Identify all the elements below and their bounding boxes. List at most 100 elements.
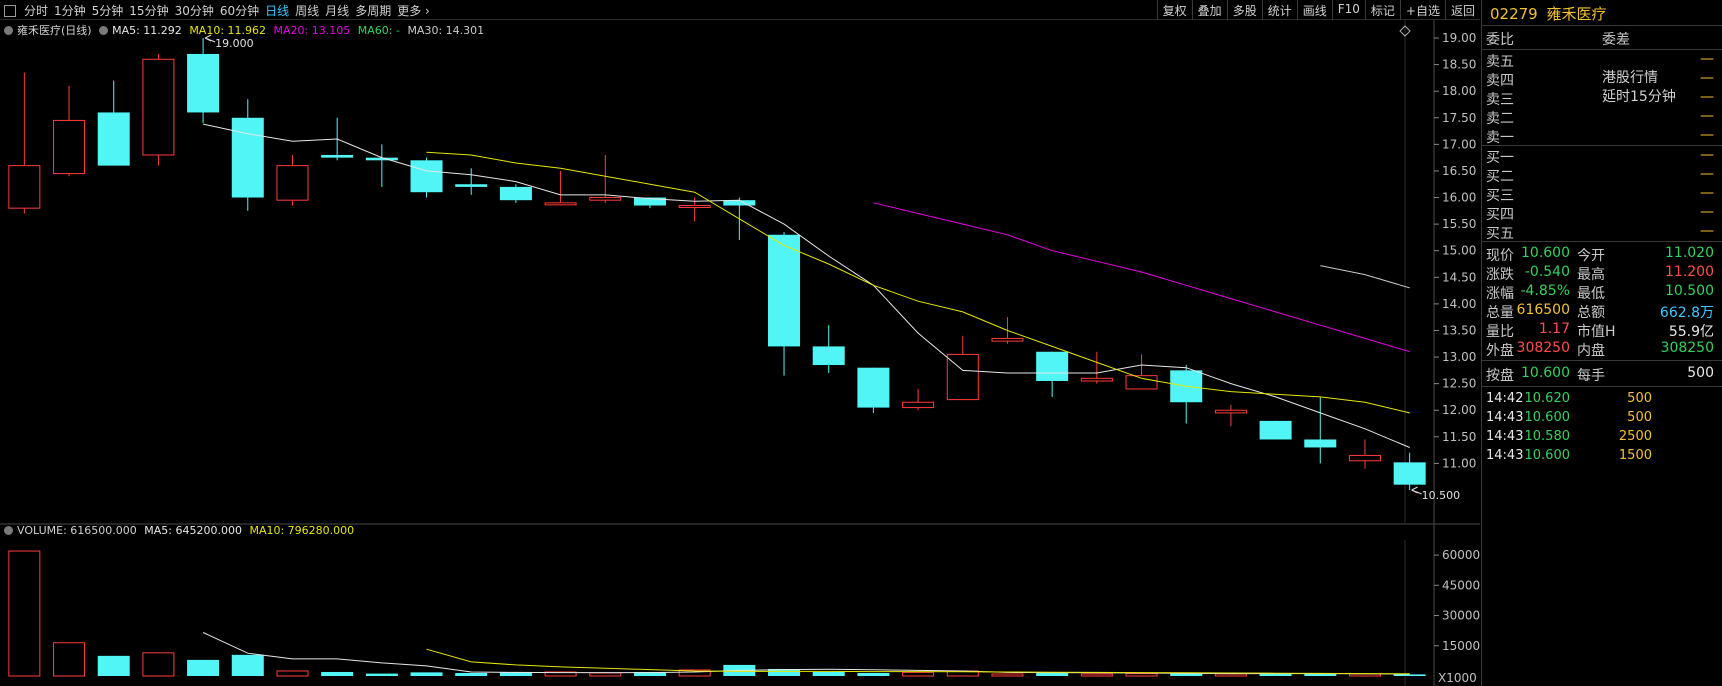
candle[interactable] bbox=[276, 154, 309, 206]
toolbar-button-3[interactable]: 统计 bbox=[1261, 0, 1297, 20]
buy-row[interactable]: 买二 — bbox=[1482, 165, 1722, 185]
sell-row[interactable]: 卖一 — bbox=[1482, 126, 1722, 146]
volume-bar[interactable] bbox=[142, 652, 175, 677]
volume-bar[interactable] bbox=[1393, 674, 1426, 676]
buy-row[interactable]: 买五 — bbox=[1482, 222, 1722, 242]
candle[interactable] bbox=[1214, 404, 1247, 427]
period-tab-8[interactable]: 月线 bbox=[325, 4, 350, 18]
volume-bar[interactable] bbox=[678, 669, 711, 677]
candle[interactable] bbox=[1036, 351, 1069, 397]
volume-bar[interactable] bbox=[97, 655, 130, 676]
sell-row[interactable]: 卖四 — bbox=[1482, 69, 1722, 89]
volume-bar[interactable] bbox=[768, 668, 801, 676]
volume-bar[interactable] bbox=[1080, 673, 1113, 677]
volume-bar[interactable] bbox=[231, 654, 264, 676]
period-tab-2[interactable]: 5分钟 bbox=[91, 4, 124, 18]
toolbar-button-7[interactable]: +自选 bbox=[1399, 0, 1445, 20]
volume-bar[interactable] bbox=[8, 550, 41, 677]
toolbar-button-5[interactable]: F10 bbox=[1331, 0, 1365, 20]
volume-bar[interactable] bbox=[589, 672, 622, 677]
volume-bar[interactable] bbox=[455, 672, 488, 676]
sell-row[interactable]: 卖二 — bbox=[1482, 107, 1722, 127]
candle[interactable] bbox=[410, 157, 443, 198]
buy-row[interactable]: 买三 — bbox=[1482, 184, 1722, 204]
sell-label: 卖五 bbox=[1486, 54, 1514, 70]
diamond-marker-icon[interactable] bbox=[1399, 25, 1411, 37]
candle[interactable] bbox=[902, 388, 935, 411]
volume-bar[interactable] bbox=[1125, 673, 1158, 677]
toolbar-button-8[interactable]: 返回 bbox=[1444, 0, 1480, 20]
period-tab-9[interactable]: 多周期 bbox=[355, 4, 392, 18]
volume-bar[interactable] bbox=[1304, 673, 1337, 676]
candle[interactable] bbox=[857, 367, 890, 413]
period-tab-3[interactable]: 15分钟 bbox=[129, 4, 169, 18]
period-tab-1[interactable]: 1分钟 bbox=[54, 4, 86, 18]
volume-bar[interactable] bbox=[991, 673, 1024, 677]
candle[interactable] bbox=[812, 325, 845, 374]
toolbar-button-4[interactable]: 画线 bbox=[1296, 0, 1332, 20]
volume-bar[interactable] bbox=[1214, 673, 1247, 677]
volume-bar[interactable] bbox=[410, 672, 443, 676]
volume-bar[interactable] bbox=[902, 671, 935, 677]
volume-bar[interactable] bbox=[53, 642, 86, 677]
candle-body bbox=[991, 337, 1024, 342]
volume-bar[interactable] bbox=[857, 672, 890, 676]
period-tab-7[interactable]: 周线 bbox=[295, 4, 320, 18]
volume-bar[interactable] bbox=[187, 659, 220, 676]
period-tab-4[interactable]: 30分钟 bbox=[174, 4, 214, 18]
candle[interactable] bbox=[231, 99, 264, 211]
volume-bar[interactable] bbox=[633, 671, 666, 676]
legend-toggle-icon[interactable] bbox=[4, 26, 13, 35]
candle[interactable] bbox=[1170, 365, 1203, 424]
toolbar-button-1[interactable]: 叠加 bbox=[1191, 0, 1227, 20]
toolbar-button-6[interactable]: 标记 bbox=[1364, 0, 1400, 20]
candle[interactable] bbox=[142, 53, 175, 166]
candle[interactable] bbox=[455, 168, 488, 195]
volume-bar[interactable] bbox=[321, 671, 354, 676]
legend-settings-icon[interactable] bbox=[99, 26, 109, 35]
period-tab-0[interactable]: 分时 bbox=[24, 4, 49, 18]
candle[interactable] bbox=[633, 197, 666, 209]
period-tab-6[interactable]: 日线 bbox=[265, 4, 290, 18]
candle[interactable] bbox=[1304, 396, 1337, 464]
toolbar-button-0[interactable]: 复权 bbox=[1156, 0, 1192, 20]
layout-toggle-icon[interactable] bbox=[4, 4, 16, 17]
toolbar-button-2[interactable]: 多股 bbox=[1226, 0, 1262, 20]
volume-bar[interactable] bbox=[276, 670, 309, 677]
volume-bar[interactable] bbox=[1259, 673, 1292, 676]
candle[interactable] bbox=[1348, 439, 1381, 469]
candle[interactable] bbox=[1393, 452, 1426, 490]
buy-label: 买一 bbox=[1486, 150, 1514, 166]
candle[interactable] bbox=[1080, 351, 1113, 384]
candle[interactable] bbox=[768, 232, 801, 376]
candle[interactable] bbox=[187, 38, 220, 124]
sell-row[interactable]: 卖三 — bbox=[1482, 88, 1722, 108]
candle[interactable] bbox=[499, 184, 532, 203]
candle[interactable] bbox=[544, 170, 577, 206]
candle[interactable] bbox=[946, 335, 979, 401]
candle[interactable] bbox=[1125, 354, 1158, 390]
candle[interactable] bbox=[97, 80, 130, 166]
buy-row[interactable]: 买四 — bbox=[1482, 203, 1722, 223]
period-tab-10[interactable]: 更多 › bbox=[397, 4, 430, 18]
candle[interactable] bbox=[365, 144, 398, 187]
volume-bar[interactable] bbox=[812, 671, 845, 676]
sell-row[interactable]: 卖五 — bbox=[1482, 50, 1722, 70]
buy-row[interactable]: 买一 — bbox=[1482, 146, 1722, 166]
trade-volume: 500 bbox=[1627, 410, 1652, 425]
toolbar-right-buttons: 复权 叠加 多股 统计 画线 F10 标记 +自选 返回 bbox=[1156, 0, 1480, 20]
period-tab-5[interactable]: 60分钟 bbox=[219, 4, 260, 18]
candle[interactable] bbox=[991, 317, 1024, 344]
volume-bar[interactable] bbox=[1036, 672, 1069, 676]
volume-bar[interactable] bbox=[1170, 672, 1203, 676]
price-tick-label: 12.50 bbox=[1442, 377, 1476, 391]
kline-chart[interactable]: 19.00 18.50 18.00 17.50 17.00 16.50 16.00 15.50… bbox=[0, 20, 1480, 686]
quote-label: 总量 bbox=[1486, 305, 1514, 321]
candle[interactable] bbox=[53, 85, 86, 177]
candle[interactable] bbox=[1259, 420, 1292, 440]
volume-bar[interactable] bbox=[499, 672, 532, 676]
candle[interactable] bbox=[8, 72, 41, 214]
volume-toggle-icon[interactable] bbox=[4, 526, 13, 535]
volume-bar[interactable] bbox=[365, 673, 398, 676]
volume-bar[interactable] bbox=[544, 671, 577, 677]
